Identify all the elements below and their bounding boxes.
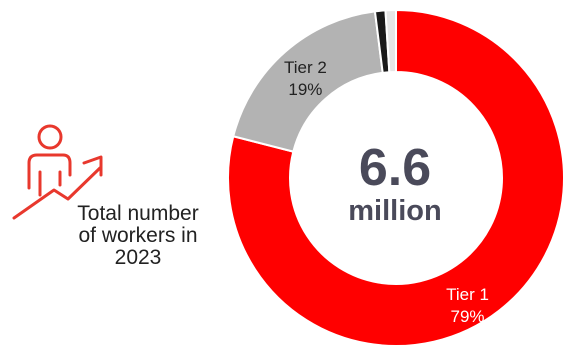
slice-labels: Tier 1 79% Tier 2 19%: [284, 58, 489, 326]
caption: Total number of workers in 2023: [48, 203, 228, 269]
caption-line-1: Total number: [77, 202, 199, 225]
slice-tier-1: [227, 8, 564, 347]
slice-value-label: 19%: [288, 80, 322, 99]
slice-value-label: 79%: [450, 307, 484, 326]
person-rising-arrow-icon: [12, 124, 103, 220]
slice-other-3: [384, 8, 397, 74]
slice-label: Tier 2: [284, 58, 327, 77]
center-value: 6.6: [359, 139, 431, 197]
center-unit: million: [348, 195, 441, 227]
caption-line-3: 2023: [114, 246, 162, 269]
slice-label: Tier 1: [446, 285, 489, 304]
donut-chart: [227, 8, 564, 347]
caption-line-2: of workers in: [78, 224, 198, 247]
